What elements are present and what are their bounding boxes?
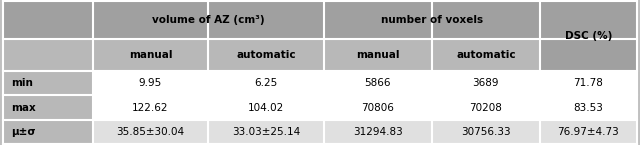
Text: 31294.83: 31294.83 bbox=[353, 127, 403, 137]
Bar bbox=[3, 120, 93, 144]
Bar bbox=[93, 120, 208, 144]
Bar bbox=[3, 95, 93, 120]
Bar bbox=[324, 1, 540, 39]
Bar bbox=[540, 95, 637, 120]
Text: manual: manual bbox=[129, 50, 172, 60]
Bar bbox=[432, 95, 540, 120]
Bar bbox=[3, 39, 93, 71]
Bar bbox=[432, 71, 540, 95]
Text: 30756.33: 30756.33 bbox=[461, 127, 511, 137]
Bar bbox=[432, 120, 540, 144]
Text: 71.78: 71.78 bbox=[573, 78, 604, 88]
Bar bbox=[540, 1, 637, 71]
Bar bbox=[208, 39, 324, 71]
Text: 70806: 70806 bbox=[362, 103, 394, 113]
Bar bbox=[324, 120, 432, 144]
Bar bbox=[324, 71, 432, 95]
Bar bbox=[93, 71, 208, 95]
Bar bbox=[324, 95, 432, 120]
Text: μ±σ: μ±σ bbox=[11, 127, 35, 137]
Bar bbox=[3, 71, 93, 95]
Text: automatic: automatic bbox=[456, 50, 516, 60]
Text: number of voxels: number of voxels bbox=[381, 15, 483, 25]
Bar bbox=[324, 39, 432, 71]
Text: 76.97±4.73: 76.97±4.73 bbox=[557, 127, 620, 137]
Bar bbox=[93, 1, 324, 39]
Bar bbox=[432, 39, 540, 71]
Text: 35.85±30.04: 35.85±30.04 bbox=[116, 127, 184, 137]
Text: DSC (%): DSC (%) bbox=[564, 31, 612, 41]
Text: max: max bbox=[11, 103, 36, 113]
Text: 5866: 5866 bbox=[365, 78, 391, 88]
Bar bbox=[208, 71, 324, 95]
Text: min: min bbox=[11, 78, 33, 88]
Text: 33.03±25.14: 33.03±25.14 bbox=[232, 127, 300, 137]
Bar bbox=[208, 120, 324, 144]
Bar bbox=[208, 95, 324, 120]
Text: 70208: 70208 bbox=[469, 103, 502, 113]
Text: 83.53: 83.53 bbox=[573, 103, 604, 113]
Bar bbox=[93, 95, 208, 120]
Bar bbox=[540, 120, 637, 144]
Text: volume of AZ (cm³): volume of AZ (cm³) bbox=[152, 15, 264, 25]
Text: 104.02: 104.02 bbox=[248, 103, 284, 113]
Text: 122.62: 122.62 bbox=[132, 103, 169, 113]
Text: automatic: automatic bbox=[236, 50, 296, 60]
Bar bbox=[93, 39, 208, 71]
Bar bbox=[540, 71, 637, 95]
Text: manual: manual bbox=[356, 50, 399, 60]
Bar bbox=[3, 1, 93, 39]
Text: 3689: 3689 bbox=[472, 78, 499, 88]
Text: 6.25: 6.25 bbox=[254, 78, 278, 88]
Text: 9.95: 9.95 bbox=[139, 78, 162, 88]
